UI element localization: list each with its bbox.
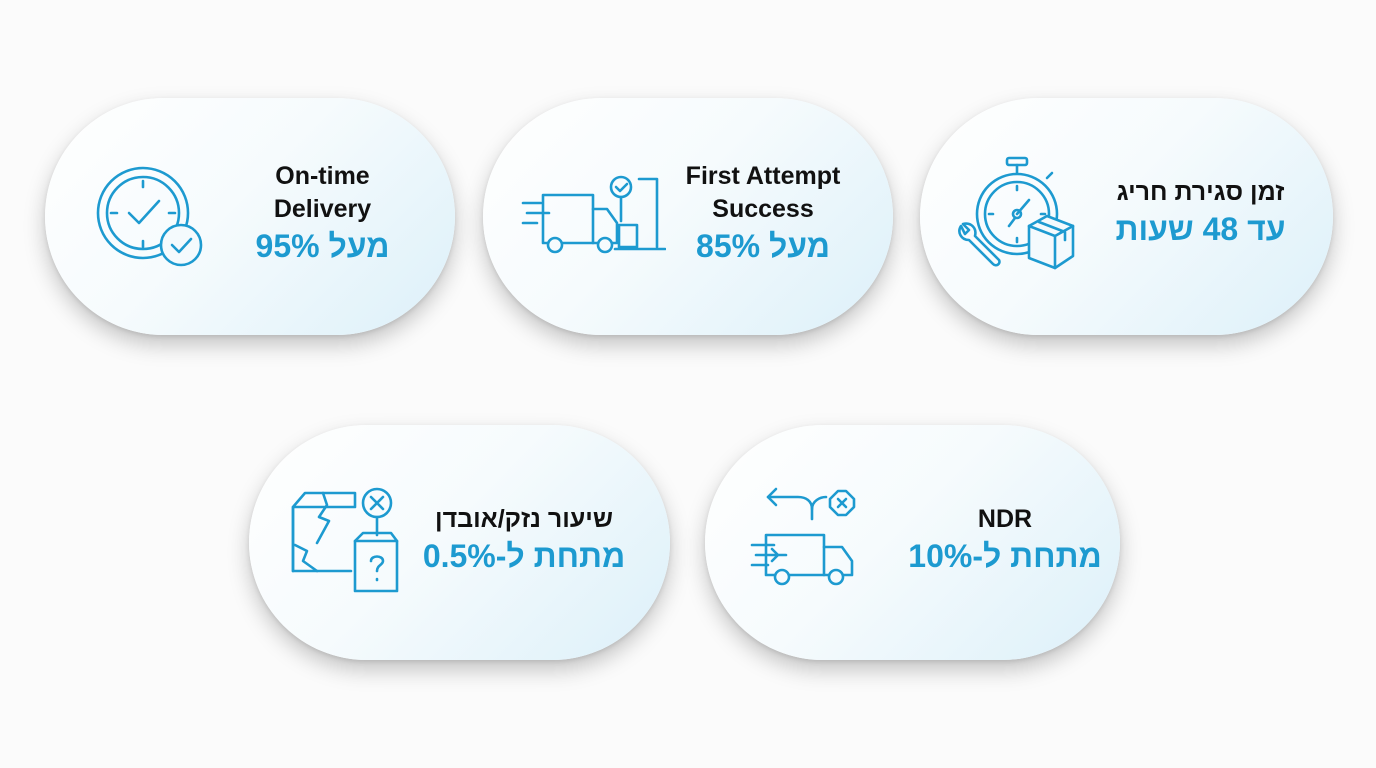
card-value: עד 48 שעות bbox=[1115, 211, 1286, 247]
delivery-truck-check-icon bbox=[521, 173, 667, 258]
card-text: NDR מתחת ל-10% bbox=[895, 503, 1115, 576]
clock-check-icon bbox=[93, 163, 208, 273]
kpi-card-exception-closure-time: זמן סגירת חריג עד 48 שעות bbox=[920, 98, 1333, 335]
card-title: NDR bbox=[977, 505, 1033, 533]
card-text: זמן סגירת חריג עד 48 שעות bbox=[1098, 176, 1303, 249]
kpi-card-damage-loss-rate: שיעור נזק/אובדן מתחת ל-0.5% bbox=[249, 425, 670, 660]
card-value: מעל 95% bbox=[255, 228, 390, 264]
card-value: מעל 85% bbox=[696, 228, 830, 264]
truck-return-x-icon bbox=[750, 487, 870, 597]
card-title: זמן סגירת חריג bbox=[1116, 178, 1285, 206]
card-title-line-1: First Attempt bbox=[685, 162, 841, 190]
card-title-line-2: Success bbox=[712, 195, 814, 223]
card-title-line-2: Delivery bbox=[273, 195, 372, 223]
kpi-card-ndr: NDR מתחת ל-10% bbox=[705, 425, 1120, 660]
card-text: שיעור נזק/אובדן מתחת ל-0.5% bbox=[414, 503, 634, 576]
kpi-card-first-attempt-success: First Attempt Success מעל 85% bbox=[483, 98, 893, 335]
damaged-box-question-icon bbox=[289, 485, 399, 597]
stopwatch-wrench-box-icon bbox=[955, 156, 1080, 276]
kpi-card-on-time-delivery: On-time Delivery מעל 95% bbox=[45, 98, 455, 335]
card-value: מתחת ל-10% bbox=[908, 538, 1102, 574]
card-text: First Attempt Success מעל 85% bbox=[663, 160, 863, 266]
card-title-line-1: On-time bbox=[275, 162, 370, 190]
card-value: מתחת ל-0.5% bbox=[422, 538, 626, 574]
card-text: On-time Delivery מעל 95% bbox=[240, 160, 405, 266]
card-title: שיעור נזק/אובדן bbox=[435, 505, 613, 533]
